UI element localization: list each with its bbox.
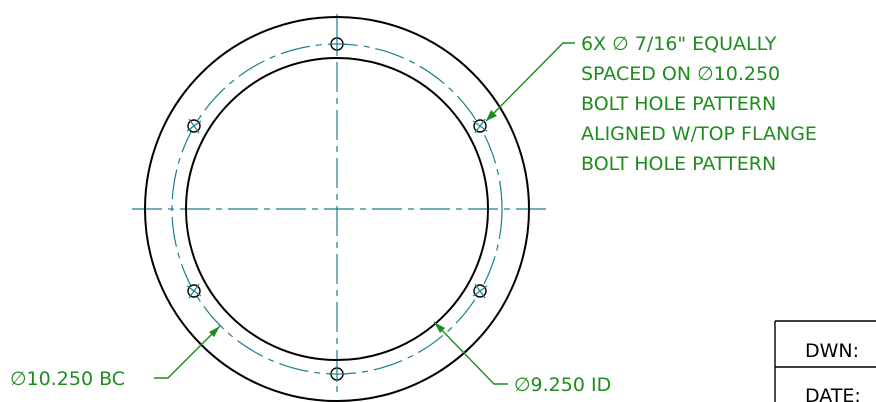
outer-flange-circle — [144, 16, 530, 402]
hole-callout-note: 6X ∅ 7/16" EQUALLY SPACED ON ∅10.250 BOL… — [581, 33, 817, 175]
date-label: DATE: — [805, 385, 861, 402]
drawn-by-label: DWN: — [805, 340, 859, 362]
hole-note-line-3: BOLT HOLE PATTERN — [581, 93, 776, 115]
bolt-hole — [472, 118, 488, 134]
title-block: DWN: DATE: — [774, 320, 876, 402]
hole-note-line-4: ALIGNED W/TOP FLANGE — [581, 123, 817, 145]
inner-bore-circle — [185, 57, 489, 361]
bolt-hole — [329, 36, 345, 52]
bolt-hole — [186, 118, 202, 134]
bolt-hole — [472, 283, 488, 299]
hole-note-leader — [485, 42, 575, 122]
hole-note-line-1: 6X ∅ 7/16" EQUALLY — [581, 33, 777, 55]
inner-diameter-leader — [433, 321, 508, 385]
bolt-hole — [329, 366, 345, 382]
bolt-circle-leader — [154, 325, 221, 379]
bolt-hole — [186, 283, 202, 299]
inner-diameter-callout: ∅9.250 ID — [514, 374, 611, 396]
bolt-circle-callout: ∅10.250 BC — [10, 368, 125, 390]
hole-note-line-2: SPACED ON ∅10.250 — [581, 63, 780, 85]
hole-note-line-5: BOLT HOLE PATTERN — [581, 153, 776, 175]
